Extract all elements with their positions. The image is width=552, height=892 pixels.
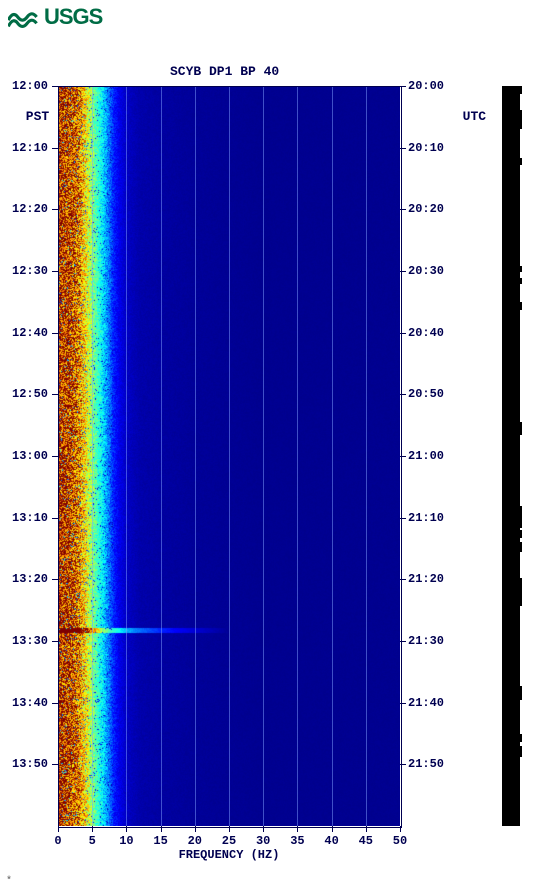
y-left-tick [52, 703, 58, 704]
x-tick [126, 826, 127, 832]
usgs-logo: USGS [8, 4, 102, 30]
y-left-tick [52, 394, 58, 395]
y-left-tick [52, 579, 58, 580]
y-left-tick [52, 456, 58, 457]
y-left-tick-label: 13:20 [12, 572, 48, 586]
x-tick-label: 15 [153, 834, 167, 848]
y-right-tick [400, 333, 406, 334]
y-right-tick [400, 394, 406, 395]
footer-mark: * [6, 876, 12, 887]
color-bar [502, 86, 520, 826]
y-right-tick-label: 21:20 [408, 572, 444, 586]
y-right-tick-label: 20:20 [408, 202, 444, 216]
x-tick-label: 35 [290, 834, 304, 848]
y-left-tick [52, 271, 58, 272]
x-tick [263, 826, 264, 832]
chart-title: SCYB DP1 BP 40 [0, 64, 552, 79]
x-tick [400, 826, 401, 832]
y-right-tick [400, 86, 406, 87]
y-right-tick [400, 703, 406, 704]
y-left-tick [52, 764, 58, 765]
x-axis-label: FREQUENCY (HZ) [58, 848, 400, 862]
x-tick-label: 5 [89, 834, 96, 848]
y-right-tick-label: 20:30 [408, 264, 444, 278]
x-tick-label: 50 [393, 834, 407, 848]
x-tick-label: 40 [324, 834, 338, 848]
x-tick-label: 25 [222, 834, 236, 848]
y-left-tick [52, 333, 58, 334]
y-right-tick [400, 764, 406, 765]
x-tick [58, 826, 59, 832]
y-left-tick [52, 641, 58, 642]
y-right-tick [400, 641, 406, 642]
usgs-logo-text: USGS [44, 4, 102, 30]
x-tick [195, 826, 196, 832]
y-left-tick-label: 13:10 [12, 511, 48, 525]
wave-icon [8, 6, 40, 28]
y-left-tick-label: 13:50 [12, 757, 48, 771]
y-left-tick-label: 12:50 [12, 387, 48, 401]
x-tick [229, 826, 230, 832]
y-right-tick-label: 20:10 [408, 141, 444, 155]
y-right-tick [400, 456, 406, 457]
y-right-tick-label: 20:00 [408, 79, 444, 93]
y-right-tick [400, 518, 406, 519]
y-left-tick [52, 148, 58, 149]
x-tick [92, 826, 93, 832]
x-tick-label: 30 [256, 834, 270, 848]
y-left-tick [52, 86, 58, 87]
y-left-tick-label: 13:40 [12, 696, 48, 710]
y-right-tick-label: 21:10 [408, 511, 444, 525]
y-left-tick-label: 12:00 [12, 79, 48, 93]
plot-border [58, 86, 402, 828]
y-left-tick-label: 12:40 [12, 326, 48, 340]
y-right-tick-label: 21:50 [408, 757, 444, 771]
x-tick [366, 826, 367, 832]
y-right-tick-label: 20:50 [408, 387, 444, 401]
y-left-tick-label: 13:00 [12, 449, 48, 463]
y-right-tick [400, 209, 406, 210]
x-tick-label: 45 [359, 834, 373, 848]
y-left-tick-label: 13:30 [12, 634, 48, 648]
x-tick [332, 826, 333, 832]
y-left-tick-label: 12:30 [12, 264, 48, 278]
y-right-tick-label: 21:30 [408, 634, 444, 648]
y-left-tick-label: 12:10 [12, 141, 48, 155]
y-right-tick [400, 148, 406, 149]
x-tick-label: 20 [188, 834, 202, 848]
x-tick-label: 10 [119, 834, 133, 848]
y-right-tick [400, 271, 406, 272]
y-right-tick [400, 579, 406, 580]
x-tick [297, 826, 298, 832]
y-left-tick [52, 209, 58, 210]
x-tick [161, 826, 162, 832]
y-right-tick-label: 21:40 [408, 696, 444, 710]
y-right-tick-label: 20:40 [408, 326, 444, 340]
y-right-tick-label: 21:00 [408, 449, 444, 463]
page-root: USGS SCYB DP1 BP 40 PST Nov28,2023 (Ston… [0, 0, 552, 892]
x-tick-label: 0 [54, 834, 61, 848]
y-left-tick-label: 12:20 [12, 202, 48, 216]
y-left-tick [52, 518, 58, 519]
